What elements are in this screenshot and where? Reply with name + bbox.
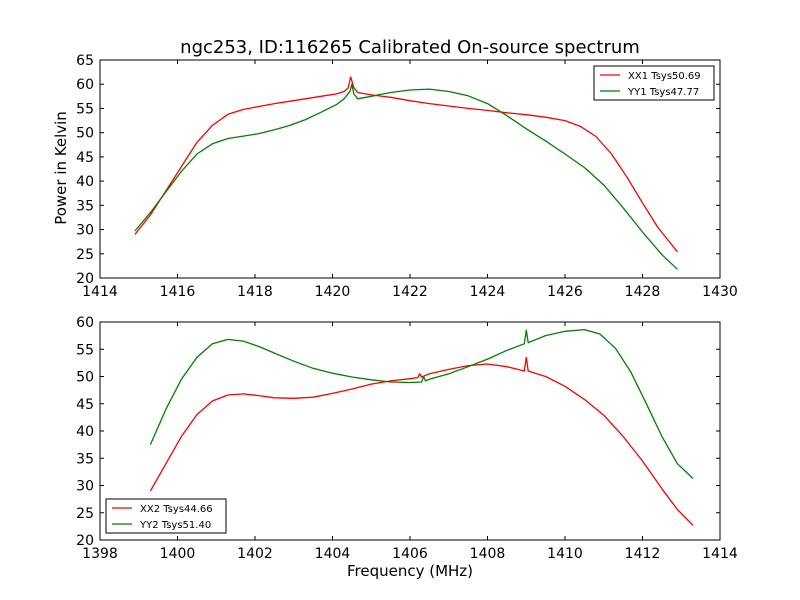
x-tick-label: 1412 <box>625 546 661 562</box>
x-tick-label: 1406 <box>392 546 428 562</box>
y-tick-label: 20 <box>76 533 94 549</box>
legend: XX2 Tsys44.66 YY2 Tsys51.40 <box>105 498 227 534</box>
y-tick-label: 30 <box>76 223 94 239</box>
y-tick-label: 30 <box>76 479 94 495</box>
y-tick-label: 20 <box>76 271 94 287</box>
y-tick-label: 45 <box>76 150 94 166</box>
x-tick-label: 1422 <box>392 284 428 300</box>
series-line-yy2 <box>149 328 694 479</box>
y-tick-label: 35 <box>76 198 94 214</box>
x-tick-label: 1416 <box>160 284 196 300</box>
y-axis-label: Power in Kelvin <box>52 111 70 225</box>
legend-box <box>593 65 715 101</box>
y-tick-label: 55 <box>76 101 94 117</box>
y-tick-label: 45 <box>76 397 94 413</box>
series-line-xx1 <box>134 76 678 253</box>
x-tick-label: 1410 <box>547 546 583 562</box>
bottom-spectrum-panel: 1398 1400 1402 1404 1406 1408 1410 1412 1414 20 25… <box>76 315 738 562</box>
legend-label: XX2 Tsys44.66 <box>140 504 213 515</box>
y-tick-label: 35 <box>76 451 94 467</box>
y-tick-label: 50 <box>76 370 94 386</box>
y-tick-label: 40 <box>76 424 94 440</box>
legend-box <box>105 498 227 534</box>
x-tick-label: 1408 <box>470 546 506 562</box>
chart-title: ngc253, ID:116265 Calibrated On-source s… <box>180 37 640 58</box>
x-tick-label: 1398 <box>82 546 118 562</box>
y-tick-label: 60 <box>76 315 94 331</box>
y-tick-label: 25 <box>76 247 94 263</box>
x-tick-label: 1414 <box>82 284 118 300</box>
x-axis-label: Frequency (MHz) <box>347 562 473 580</box>
y-tick-label: 40 <box>76 174 94 190</box>
x-tick-label: 1402 <box>237 546 273 562</box>
legend-label: YY1 Tsys47.77 <box>627 87 699 98</box>
x-tick-label: 1414 <box>702 546 738 562</box>
x-tick-label: 1426 <box>547 284 583 300</box>
legend: XX1 Tsys50.69 YY1 Tsys47.77 <box>593 65 715 101</box>
y-tick-label: 55 <box>76 342 94 358</box>
x-tick-label: 1400 <box>160 546 196 562</box>
y-tick-label: 65 <box>76 53 94 69</box>
y-tick-label: 25 <box>76 506 94 522</box>
x-tick-label: 1430 <box>702 284 738 300</box>
y-tick-label: 50 <box>76 126 94 142</box>
x-tick-label: 1418 <box>237 284 273 300</box>
y-tick-label: 60 <box>76 77 94 93</box>
x-tick-label: 1428 <box>625 284 661 300</box>
x-tick-label: 1404 <box>315 546 351 562</box>
series-line-yy1 <box>134 83 678 270</box>
x-tick-label: 1420 <box>315 284 351 300</box>
legend-label: XX1 Tsys50.69 <box>628 71 701 82</box>
legend-label: YY2 Tsys51.40 <box>139 520 211 531</box>
x-tick-label: 1424 <box>470 284 506 300</box>
top-spectrum-panel: 1414 1416 1418 1420 1422 1424 1426 1428 1430 20 25… <box>76 53 738 300</box>
series-line-xx2 <box>149 356 694 526</box>
